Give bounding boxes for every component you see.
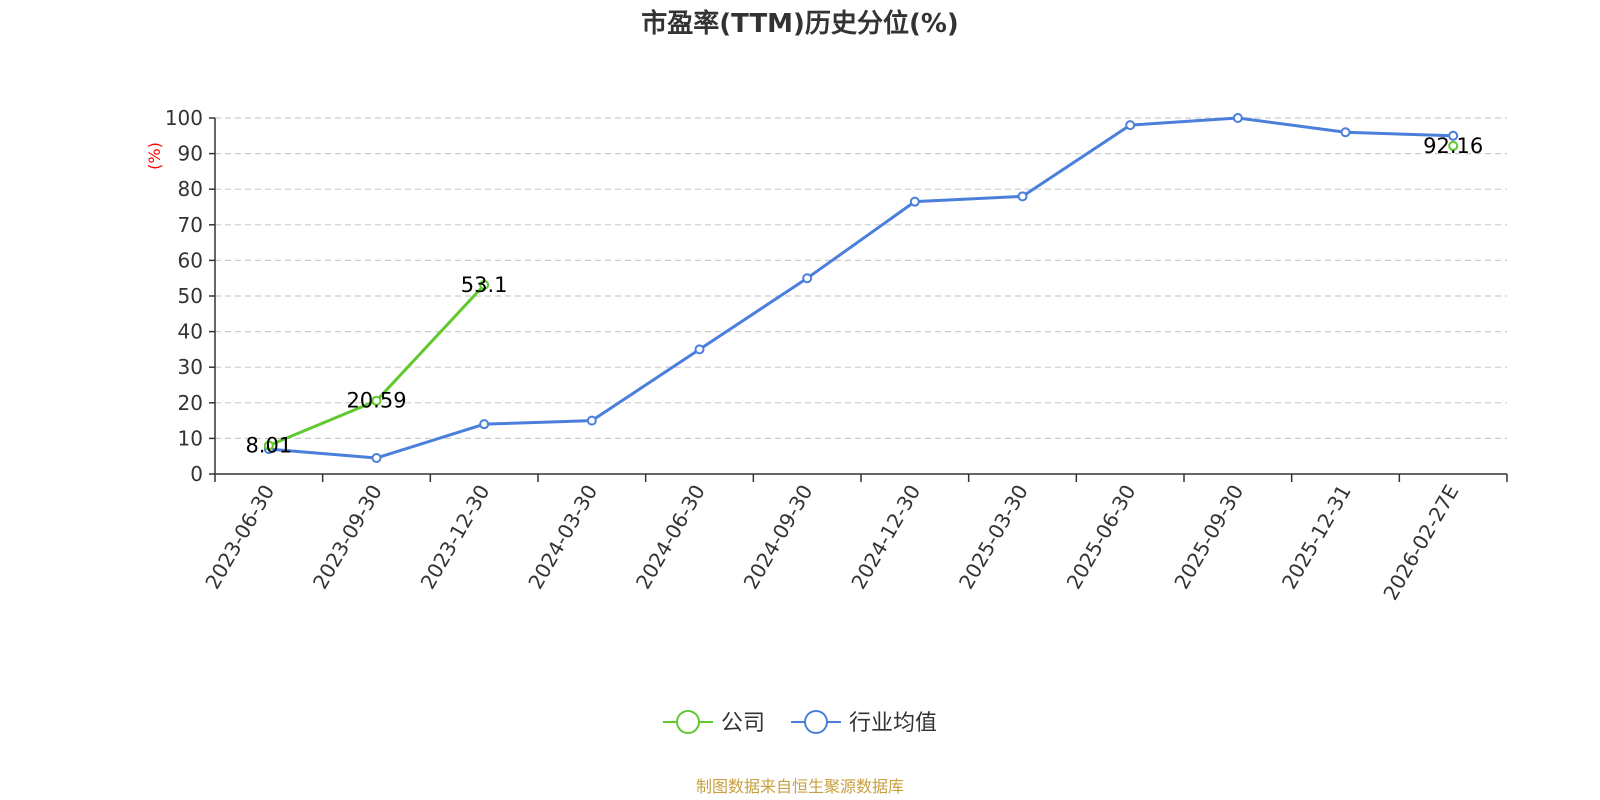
y-tick-label: 80	[178, 177, 203, 201]
legend-item[interactable]: 公司	[663, 710, 765, 736]
data-point[interactable]	[802, 273, 813, 284]
legend-marker	[676, 710, 700, 734]
data-point[interactable]	[1340, 127, 1351, 138]
y-tick-label: 70	[178, 213, 203, 237]
legend-label: 公司	[721, 711, 765, 736]
chart-title: 市盈率(TTM)历史分位(%)	[641, 8, 959, 39]
data-point[interactable]	[371, 452, 382, 463]
legend-item[interactable]: 行业均值	[791, 710, 937, 736]
x-tick-label: 2023-12-30	[416, 480, 495, 593]
x-tick-label: 2024-06-30	[631, 481, 710, 594]
axes: 0 10 20 30 40 50 60 70 80 90 100 2023-06-30 2023-09-…	[165, 106, 1508, 605]
x-tick-label: 2023-09-30	[308, 481, 387, 594]
series-lines	[263, 113, 1459, 463]
data-point[interactable]	[1232, 113, 1243, 123]
y-tick-label: 50	[178, 284, 203, 308]
data-point[interactable]	[1448, 130, 1459, 141]
data-labels: 8.01 20.59 53.1 92.16	[245, 134, 1483, 458]
data-point[interactable]	[586, 415, 597, 426]
y-tick-label: 30	[178, 355, 203, 379]
x-tick-label: 2026-02-27E	[1378, 481, 1463, 605]
legend-marker	[804, 710, 828, 734]
grid-lines	[215, 117, 1507, 439]
data-point[interactable]	[263, 440, 274, 451]
x-tick-label: 2025-06-30	[1062, 481, 1141, 594]
series-line	[268, 116, 1454, 460]
data-point[interactable]	[694, 344, 705, 355]
y-axis-label: (%)	[145, 142, 164, 170]
data-point[interactable]	[1017, 191, 1028, 202]
y-tick-label: 90	[178, 142, 203, 166]
y-tick-label: 0	[190, 462, 203, 486]
data-point[interactable]	[1448, 140, 1459, 151]
source-note: 制图数据来自恒生聚源数据库	[696, 777, 904, 796]
series-line	[268, 283, 486, 447]
legend[interactable]: 公司 行业均值	[663, 710, 937, 736]
data-point[interactable]	[371, 395, 382, 406]
data-point[interactable]	[909, 196, 920, 207]
y-tick-label: 40	[178, 320, 203, 344]
x-tick-label: 2023-06-30	[200, 481, 279, 594]
data-point[interactable]	[479, 419, 490, 430]
x-tick-label: 2024-12-30	[846, 480, 925, 593]
data-point[interactable]	[479, 279, 490, 290]
y-tick-label: 20	[178, 391, 203, 415]
legend-label: 行业均值	[849, 711, 937, 736]
data-label: 53.1	[461, 273, 508, 297]
x-tick-label: 2025-09-30	[1169, 481, 1248, 594]
data-label: 20.59	[346, 389, 406, 413]
y-tick-label: 10	[178, 426, 203, 450]
y-tick-label: 60	[178, 248, 203, 272]
x-tick-label: 2025-12-31	[1277, 481, 1356, 594]
x-tick-label: 2024-09-30	[739, 481, 818, 594]
x-tick-label: 2025-03-30	[954, 481, 1033, 594]
x-tick-label: 2024-03-30	[523, 481, 602, 594]
y-tick-label: 100	[165, 106, 203, 130]
data-label: 8.01	[245, 433, 292, 457]
data-label: 92.16	[1423, 134, 1483, 158]
data-point[interactable]	[1125, 120, 1136, 131]
